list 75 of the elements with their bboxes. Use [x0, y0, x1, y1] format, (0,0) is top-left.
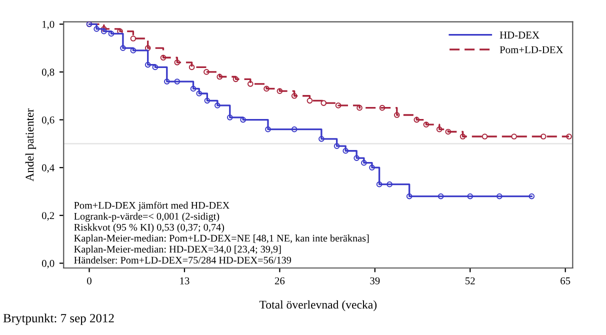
point [369, 164, 375, 171]
y-tick-label: 0,8 [42, 68, 54, 78]
point [354, 155, 360, 161]
point [320, 100, 327, 106]
point [264, 86, 270, 92]
point [414, 116, 420, 123]
annotation: Pom+LD-DEX jämfört med HD-DEX Logrank-p-värde=< 0,001 (2-sidigt) Riskkvot (95 % KI) 0,53 (0,37; 0,74) Kaplan-Meier-median: Pom+LD-DEX=NE [48,1 NE, kan inte beräknas] Kaplan-Meier-median: HD-DEX=34,0 [23,4; 39,9] Händelser: Pom+LD-DEX=75/284 HD-DEX=56/139 [74, 202, 369, 264]
point [342, 148, 349, 154]
point [386, 181, 392, 188]
point [276, 88, 283, 94]
point [361, 160, 367, 166]
point [394, 112, 400, 118]
point [144, 45, 151, 51]
point [120, 45, 126, 51]
point [291, 126, 298, 132]
point [482, 134, 488, 140]
point [196, 90, 202, 96]
x-tick-label: 0 [87, 277, 92, 284]
x-tick-label: 26 [274, 277, 285, 284]
point [190, 86, 196, 92]
point [379, 104, 386, 111]
point [318, 136, 324, 142]
point [335, 102, 342, 108]
point [334, 143, 340, 149]
point [438, 193, 444, 200]
point [406, 193, 412, 200]
point [174, 60, 180, 66]
point [528, 193, 535, 200]
point [204, 98, 210, 104]
point [496, 193, 502, 200]
point [94, 26, 100, 32]
point [152, 64, 158, 70]
point [423, 122, 430, 128]
point [436, 126, 442, 132]
point [240, 116, 246, 123]
x-axis-title: Total överlevnad (vecka) [259, 300, 377, 312]
x-tick-label: 39 [370, 277, 380, 284]
point [226, 114, 233, 120]
point [130, 36, 136, 42]
point [204, 69, 210, 75]
point [376, 181, 382, 188]
point [511, 134, 517, 140]
point [445, 128, 452, 135]
point [232, 76, 239, 82]
x-tick-label: 52 [466, 277, 475, 284]
point [540, 134, 546, 140]
point [160, 54, 166, 61]
point [188, 64, 195, 70]
point [164, 78, 170, 84]
point [174, 78, 180, 84]
point [291, 92, 298, 99]
point [130, 48, 136, 54]
point [216, 74, 223, 80]
y-tick-label: 0,4 [42, 164, 54, 173]
point [460, 134, 466, 140]
x-tick-label: 65 [560, 277, 570, 284]
text: Brytpunkt: 7 sep 2012 [3, 314, 114, 325]
point [144, 62, 151, 68]
legend-label: HD-DEX [500, 32, 540, 38]
point [101, 28, 107, 34]
point [108, 30, 114, 37]
x-tick-label: 13 [180, 277, 190, 284]
legend-label: Pom+LD-DEX [500, 46, 564, 54]
point [265, 126, 271, 132]
y-axis-title: Andel patienter [25, 108, 36, 182]
point [214, 102, 220, 108]
y-tick-label: 1,0 [42, 20, 54, 30]
y-tick-label: 0,6 [42, 116, 54, 126]
point [566, 134, 572, 140]
point [356, 104, 362, 111]
y-tick-label: 0,2 [42, 212, 54, 221]
point [306, 98, 313, 104]
point [467, 193, 474, 200]
point [247, 81, 254, 87]
y-tick-label: 0,0 [42, 260, 54, 268]
